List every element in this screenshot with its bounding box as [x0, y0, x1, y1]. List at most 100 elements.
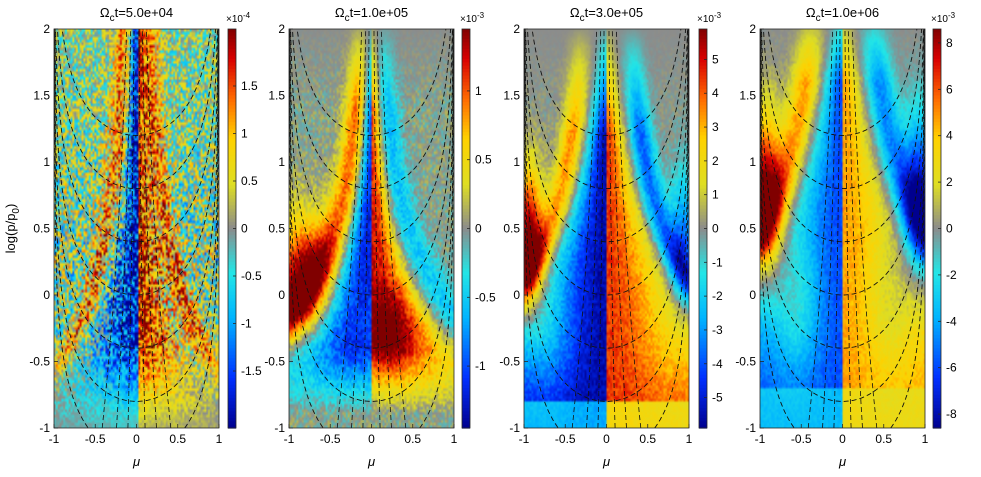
colorbar-tick-label: 0 — [475, 222, 482, 236]
colorbar-segment — [933, 152, 941, 156]
colorbar-segment — [462, 251, 470, 256]
colorbar-segment — [228, 401, 236, 406]
colorbar-segment — [699, 278, 707, 283]
colorbar-segment — [228, 291, 236, 296]
colorbar-segment — [699, 132, 707, 136]
y-axis-label: log(p/p0) — [3, 204, 22, 254]
y-tick-label: -0.5 — [264, 355, 285, 369]
colorbar-segment — [228, 301, 236, 306]
guide-curve — [101, 29, 127, 428]
colorbar-tick-label: 6 — [946, 82, 953, 96]
colorbar-segment — [228, 205, 236, 210]
colorbar-segment — [933, 364, 941, 369]
colorbar-segment — [699, 165, 707, 170]
guide-curve — [833, 29, 841, 428]
colorbar-segment — [228, 145, 236, 150]
colorbar-segment — [933, 185, 941, 190]
colorbar-segment — [933, 211, 941, 216]
colorbar-segment — [228, 271, 236, 276]
colorbar-segment — [699, 95, 707, 100]
colorbar-segment — [462, 175, 470, 180]
colorbar-tick-label: -2 — [712, 289, 723, 303]
colorbar-segment — [699, 171, 707, 176]
heatmap-image — [760, 29, 925, 428]
colorbar-segment — [699, 308, 707, 313]
colorbar-segment — [462, 171, 470, 176]
colorbar-segment — [699, 215, 707, 220]
x-tick-label: -0.5 — [320, 432, 341, 446]
x-tick-label: 0 — [603, 432, 610, 446]
colorbar-segment — [933, 271, 941, 276]
colorbar-segment — [228, 298, 236, 303]
colorbar-segment — [699, 361, 707, 366]
colorbar-segment — [462, 421, 470, 426]
colorbar-segment — [699, 334, 707, 339]
colorbar-segment — [228, 198, 236, 203]
colorbar-segment — [462, 145, 470, 150]
colorbar-segment — [462, 391, 470, 396]
colorbar-segment — [699, 155, 707, 160]
heatmap-image — [524, 29, 689, 428]
colorbar-segment — [933, 112, 941, 117]
colorbar-segment — [228, 331, 236, 336]
colorbar-segment — [462, 195, 470, 200]
colorbar-segment — [933, 38, 941, 43]
colorbar-segment — [933, 331, 941, 336]
colorbar-segment — [462, 235, 470, 240]
colorbar-segment — [699, 301, 707, 306]
colorbar-segment — [462, 225, 470, 230]
colorbar-segment — [462, 311, 470, 316]
colorbar-segment — [462, 142, 470, 146]
guide-curve — [844, 29, 852, 428]
y-tick-label: 1 — [278, 155, 285, 169]
colorbar-segment — [933, 135, 941, 140]
guide-curve — [822, 29, 838, 428]
colorbar-segment — [228, 102, 236, 107]
colorbar-segment — [462, 132, 470, 136]
colorbar-segment — [462, 165, 470, 170]
colorbar-segment — [933, 162, 941, 166]
colorbar-segment — [462, 122, 470, 127]
colorbar-segment — [699, 55, 707, 60]
colorbar-segment — [933, 255, 941, 260]
colorbar-segment — [933, 288, 941, 293]
colorbar-segment — [462, 155, 470, 160]
colorbar-segment — [228, 181, 236, 186]
colorbar-segment — [933, 158, 941, 163]
colorbar-segment — [699, 285, 707, 289]
x-tick-label: -1 — [49, 432, 60, 446]
guide-curve — [289, 29, 454, 349]
colorbar-segment — [228, 411, 236, 416]
colorbar-segment — [462, 265, 470, 269]
colorbar-segment — [933, 391, 941, 396]
colorbar-segment — [699, 374, 707, 379]
colorbar-segment — [933, 58, 941, 63]
colorbar-segment — [933, 181, 941, 186]
colorbar-segment — [933, 138, 941, 143]
colorbar-segment — [228, 265, 236, 269]
colorbar-segment — [933, 265, 941, 269]
x-tick-label: 0 — [133, 432, 140, 446]
colorbar-segment — [462, 401, 470, 406]
colorbar-tick-label: 1 — [475, 84, 482, 98]
colorbar-tick-label: 0.5 — [241, 174, 258, 188]
colorbar-segment — [462, 185, 470, 190]
colorbar-segment — [933, 55, 941, 60]
colorbar-segment — [228, 118, 236, 123]
colorbar-segment — [462, 404, 470, 409]
colorbar-segment — [699, 125, 707, 130]
colorbar-segment — [462, 38, 470, 43]
colorbar-tick-label: -8 — [946, 407, 957, 421]
colorbar-segment — [462, 304, 470, 309]
colorbar-segment — [228, 344, 236, 349]
colorbar-segment — [462, 384, 470, 389]
colorbar-segment — [228, 281, 236, 286]
colorbar-segment — [933, 142, 941, 146]
colorbar-segment — [933, 338, 941, 343]
guide-curve — [760, 29, 925, 296]
colorbar-segment — [462, 82, 470, 87]
colorbar-segment — [699, 152, 707, 156]
colorbar-segment — [933, 132, 941, 136]
colorbar-segment — [228, 52, 236, 57]
colorbar-segment — [228, 85, 236, 90]
